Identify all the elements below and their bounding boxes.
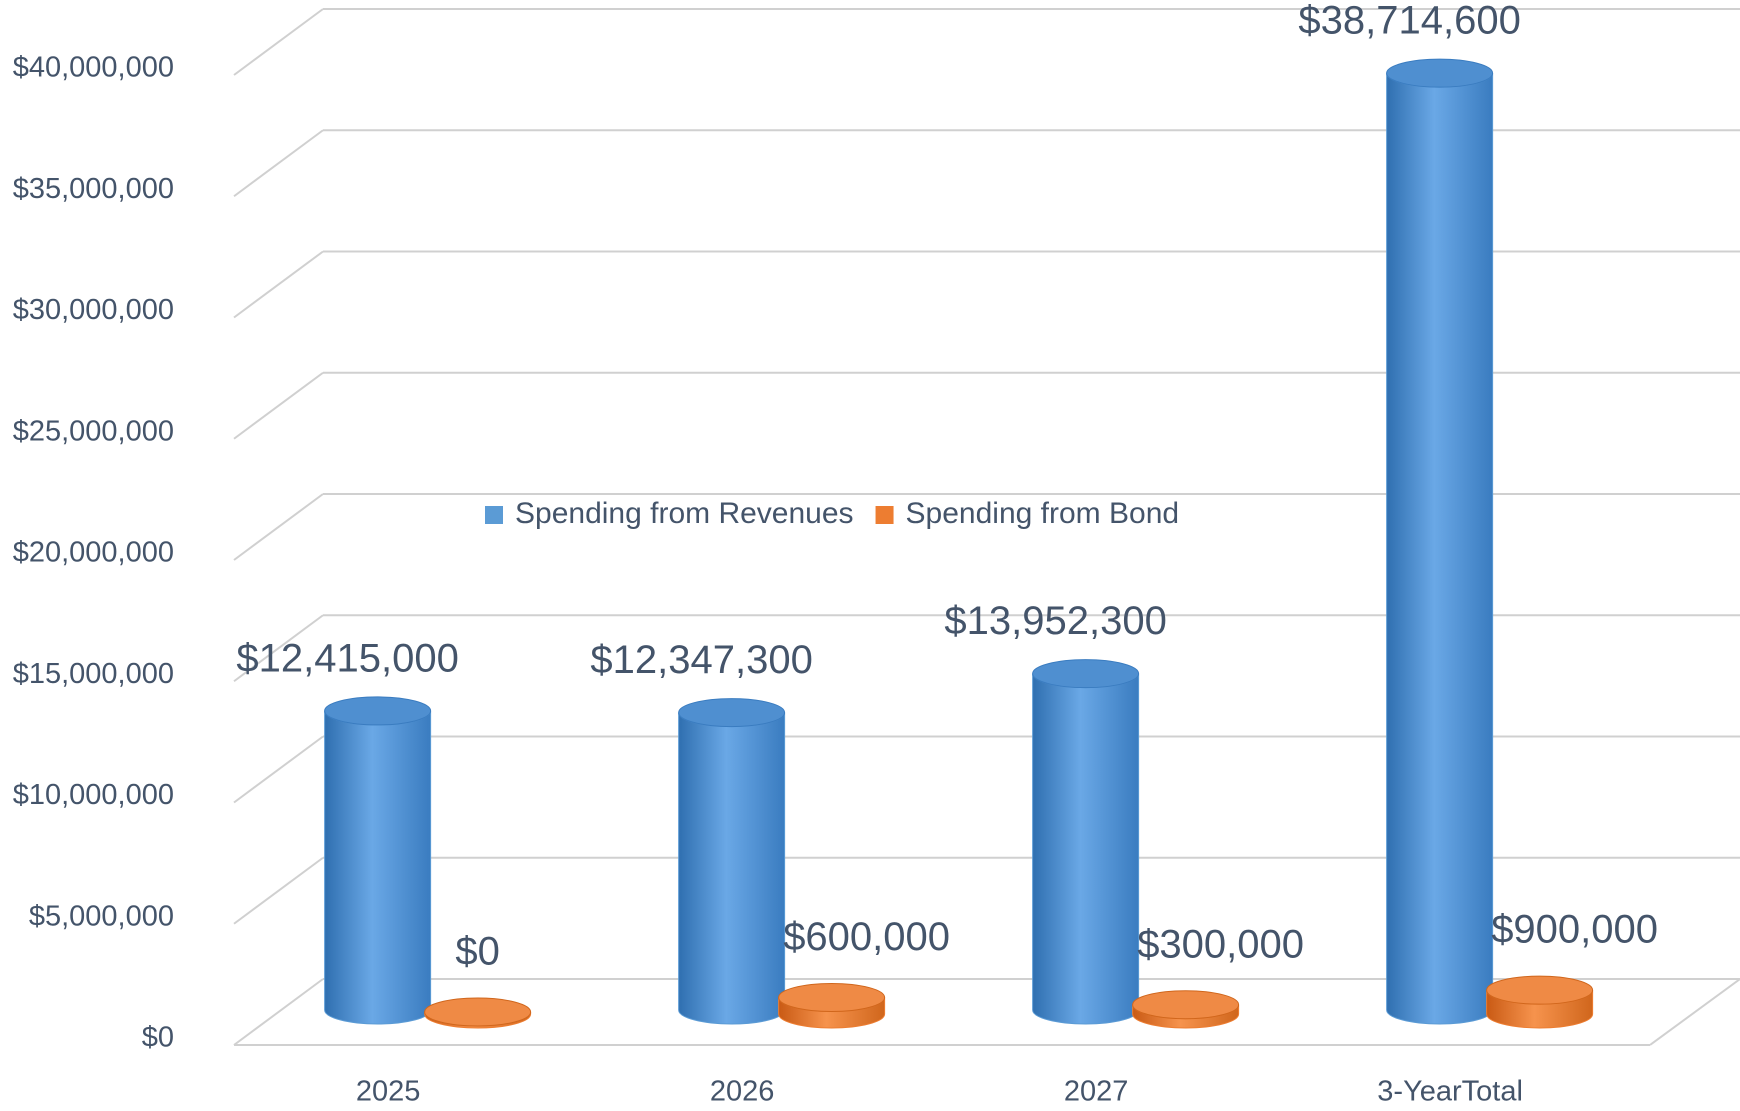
bar-top — [424, 997, 532, 1027]
value-label: $13,952,300 — [944, 599, 1166, 643]
value-label: $600,000 — [783, 915, 950, 959]
value-label: $900,000 — [1491, 908, 1658, 952]
x-tick-label: 2026 — [710, 1076, 775, 1108]
grid-line-side — [233, 735, 324, 804]
y-tick-label: $25,000,000 — [13, 415, 174, 447]
bar-top — [324, 696, 432, 726]
y-tick-label: $40,000,000 — [13, 52, 174, 84]
value-label: $12,347,300 — [590, 638, 812, 682]
value-label: $12,415,000 — [236, 636, 458, 680]
bar-top — [1486, 975, 1594, 1005]
legend-swatch — [485, 506, 503, 524]
value-label: $38,714,600 — [1298, 0, 1520, 43]
grid-line-side — [233, 371, 324, 440]
legend-swatch — [875, 506, 894, 524]
x-tick-label: 2025 — [356, 1076, 421, 1108]
legend-label: Spending from Bond — [906, 497, 1180, 530]
legend-label: Spending from Revenues — [515, 497, 854, 530]
grid-line-side — [233, 856, 324, 925]
grid-line-side — [233, 129, 324, 198]
y-tick-label: $20,000,000 — [13, 537, 174, 569]
bar-top — [1132, 990, 1240, 1020]
floor-edge — [1649, 978, 1740, 1046]
value-label: $300,000 — [1137, 922, 1304, 966]
bar — [1386, 73, 1494, 1025]
grid-line-side — [233, 8, 324, 76]
value-label: $0 — [455, 930, 500, 974]
x-tick-label: 3-YearTotal — [1377, 1076, 1523, 1108]
bar-top — [1032, 659, 1140, 689]
grid-line-side — [233, 978, 324, 1046]
bar-top — [1386, 58, 1494, 88]
grid-line-side — [233, 250, 324, 319]
bar-top — [678, 698, 786, 728]
grid-line-side — [233, 614, 324, 683]
bar — [678, 712, 786, 1025]
y-tick-label: $30,000,000 — [13, 294, 174, 326]
y-tick-label: $0 — [142, 1022, 174, 1054]
y-tick-label: $15,000,000 — [13, 658, 174, 690]
grid-line-side — [233, 493, 324, 561]
bar-top — [778, 982, 886, 1012]
x-tick-label: 2027 — [1064, 1076, 1129, 1108]
bar — [1032, 673, 1140, 1025]
y-tick-label: $5,000,000 — [29, 900, 174, 932]
bar — [324, 710, 432, 1025]
y-tick-label: $35,000,000 — [13, 173, 174, 205]
y-tick-label: $10,000,000 — [13, 779, 174, 811]
